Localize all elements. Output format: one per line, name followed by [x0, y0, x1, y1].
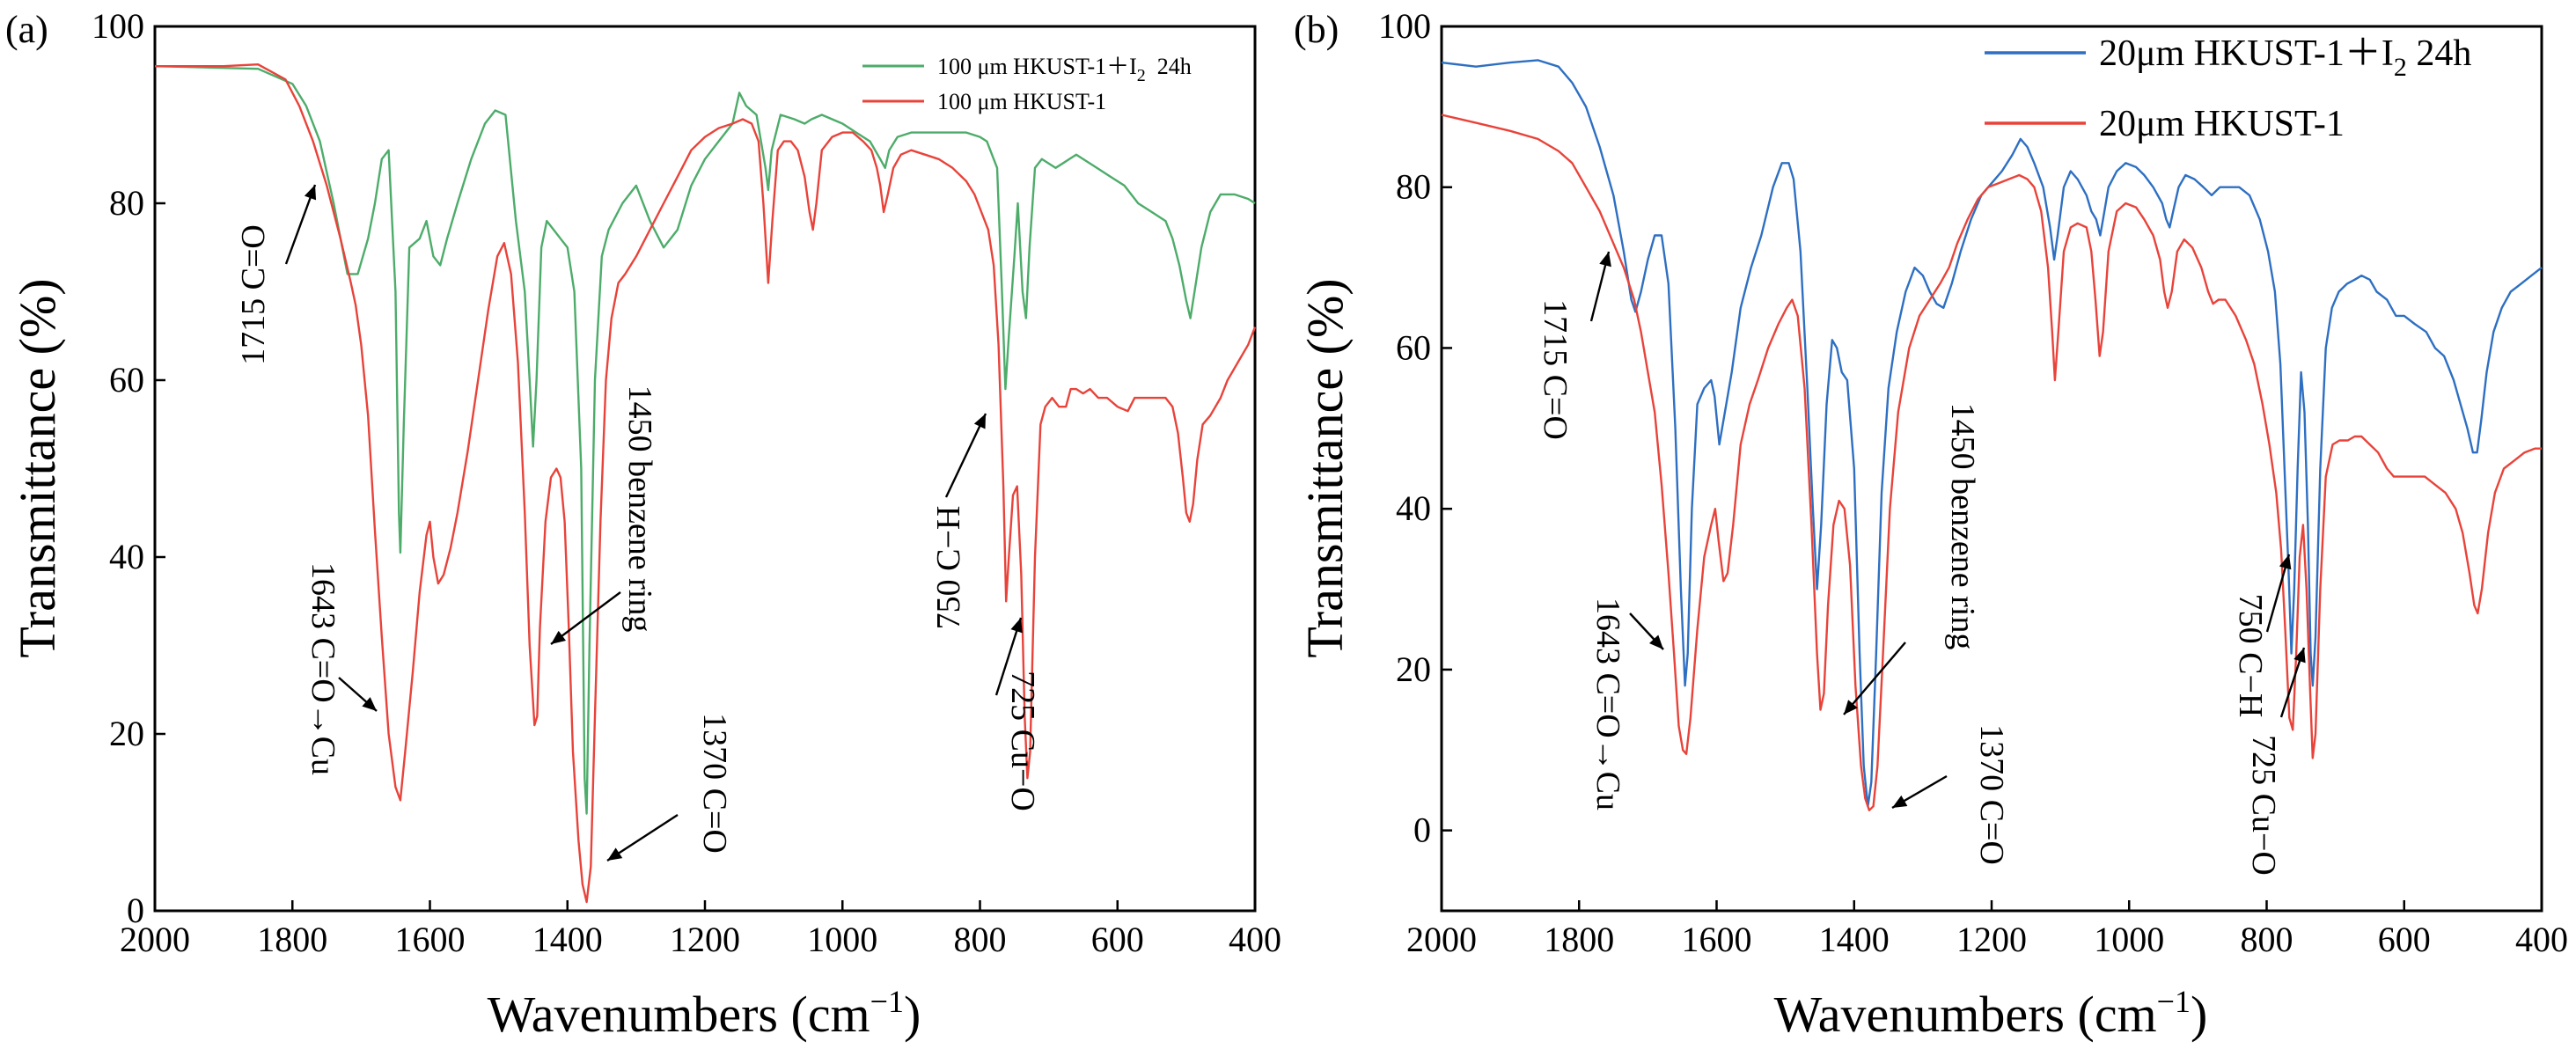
- panel-a-annotation-arrow: [944, 413, 987, 498]
- panel-a-legend-label-1: 100 μm HKUST-1: [937, 89, 1106, 114]
- panel-b-annotation-arrowhead: [1844, 700, 1858, 715]
- panel-a-label: (a): [5, 8, 48, 51]
- panel-b-annotation-arrowhead: [1599, 252, 1611, 268]
- panel-a-annotation-arrowhead: [551, 630, 567, 644]
- panel-a-annotation-arrow: [550, 591, 621, 645]
- panel-a-annotation-label: 1643 C=O→Cu: [305, 562, 341, 775]
- panel-a-x-axis-title-end: ): [904, 986, 921, 1043]
- panel-b-x-tick-label: 1400: [1819, 920, 1890, 959]
- panel-b-annotation-arrowhead: [1648, 634, 1663, 649]
- panel-a-x-tick-label: 1600: [395, 920, 466, 959]
- panel-b-legend-label-0-main: 20μm HKUST-1＋I: [2099, 33, 2394, 74]
- panel-b-legend-label-0-tail: 24h: [2407, 33, 2472, 74]
- panel-a-x-tick-label: 2000: [120, 920, 190, 959]
- panel-b-y-tick-label: 80: [1396, 167, 1431, 207]
- panel-b-x-tick-label: 800: [2241, 920, 2293, 959]
- panel-a-annotation-arrowhead: [304, 185, 317, 201]
- panel-a-annotation-label: 750 C−H: [930, 506, 967, 630]
- panel-a-annotation-label: 725 Cu−O: [1004, 671, 1041, 811]
- panel-b-annotations: 1715 C=O 1643 C=O→Cu 1450 benzene ring 1370…: [1537, 251, 2306, 876]
- panel-a-annotations: 1715 C=O 1643 C=O→Cu 1450 benzene ring 1370…: [235, 184, 1041, 862]
- panel-b-x-tick-label: 1600: [1682, 920, 1752, 959]
- panel-a-x-tick-label: 600: [1091, 920, 1144, 959]
- panel-a-annotation-label: 1450 benzene ring: [621, 385, 658, 633]
- panel-a-y-tick-label: 40: [109, 537, 144, 576]
- panel-a-x-axis-title: Wavenumbers (cm−1): [488, 984, 921, 1043]
- panel-a-x-tick-label: 800: [954, 920, 1007, 959]
- panel-a-x-axis-title-sup: −1: [870, 984, 904, 1019]
- panel-b-annotation-label: 1643 C=O→Cu: [1589, 598, 1626, 810]
- panel-a-y-tick-label: 60: [109, 360, 144, 400]
- panel-a-annotation-arrowhead: [362, 697, 377, 711]
- panel-b-annotation-label: 725 Cu−O: [2245, 735, 2282, 876]
- panel-b-ticks: 2000 1800 1600 1400 1200 1000 800 600 400 0 20 40 60…: [1378, 6, 2568, 959]
- panel-a-legend-label-0-main: 100 μm HKUST-1＋I: [937, 54, 1137, 79]
- panel-a-y-tick-label: 20: [109, 714, 144, 753]
- panel-b-annotation-label: 750 C−H: [2232, 594, 2269, 718]
- panel-b-annotation-arrowhead: [2279, 554, 2292, 570]
- panel-a-legend-label-0-tail: 24h: [1146, 54, 1192, 79]
- panel-b-x-tick-label: 400: [2515, 920, 2568, 959]
- panel-a-y-tick-label: 80: [109, 183, 144, 223]
- panel-b-x-tick-label: 1000: [2094, 920, 2164, 959]
- panel-b-x-axis-title-main: Wavenumbers (cm: [1774, 986, 2157, 1043]
- panel-a-series-line-0: [154, 65, 1256, 815]
- panel-b-y-axis-title: Transmittance (%): [1296, 278, 1354, 657]
- panel-a-annotation-arrowhead: [1010, 618, 1023, 634]
- panel-a-annotation-label: 1370 C=O: [696, 713, 733, 854]
- panel-a: 2000 1800 1600 1400 1200 1000 800 600 400 0 20 40 60…: [5, 6, 1281, 1043]
- panel-a-x-tick-label: 1400: [532, 920, 603, 959]
- panel-b-x-tick-label: 1800: [1544, 920, 1614, 959]
- panel-b-annotation-arrowhead: [2293, 648, 2306, 664]
- panel-a-y-tick-label: 100: [92, 6, 144, 46]
- panel-b-annotation-label: 1370 C=O: [1973, 724, 2010, 865]
- panel-a-x-tick-label: 1200: [670, 920, 740, 959]
- panel-b-annotation-arrowhead: [1892, 795, 1908, 808]
- panel-a-y-axis-title: Transmittance (%): [9, 278, 66, 657]
- panel-b-series: [1441, 59, 2543, 811]
- panel-a-series-line-1: [155, 63, 1257, 904]
- panel-b-y-tick-label: 100: [1378, 6, 1431, 46]
- panel-a-series: [154, 63, 1257, 904]
- panel-b-x-axis-title: Wavenumbers (cm−1): [1774, 984, 2208, 1043]
- panel-b-x-axis-title-end: ): [2191, 986, 2207, 1043]
- panel-a-y-tick-label: 0: [127, 891, 144, 930]
- panel-b-legend-label-0: 20μm HKUST-1＋I2 24h: [2099, 33, 2471, 82]
- panel-b-x-tick-label: 2000: [1406, 920, 1477, 959]
- panel-a-legend-label-0-sub: 2: [1137, 66, 1146, 85]
- panel-a-x-tick-label: 1800: [257, 920, 327, 959]
- panel-b-annotation-label: 1715 C=O: [1537, 299, 1574, 440]
- panel-b-x-tick-label: 1200: [1956, 920, 2027, 959]
- panel-b-series-line-1: [1441, 114, 2542, 811]
- panel-a-annotation-label: 1715 C=O: [235, 224, 272, 365]
- panel-b: 2000 1800 1600 1400 1200 1000 800 600 400 0 20 40 60…: [1294, 6, 2568, 1043]
- panel-b-legend: 20μm HKUST-1＋I2 24h 20μm HKUST-1: [1985, 33, 2471, 144]
- panel-a-legend: 100 μm HKUST-1＋I2 24h 100 μm HKUST-1: [862, 54, 1192, 114]
- panel-a-legend-label-0: 100 μm HKUST-1＋I2 24h: [937, 54, 1192, 85]
- panel-a-x-tick-label: 1000: [807, 920, 877, 959]
- panel-a-annotation-arrowhead: [973, 414, 986, 429]
- panel-b-y-tick-label: 40: [1396, 488, 1431, 528]
- panel-b-y-tick-label: 0: [1413, 810, 1431, 850]
- panel-b-annotation-label: 1450 benzene ring: [1944, 403, 1981, 650]
- panel-a-x-tick-label: 400: [1229, 920, 1281, 959]
- panel-b-legend-label-1: 20μm HKUST-1: [2099, 104, 2345, 144]
- panel-b-series-line-0: [1441, 59, 2543, 808]
- panel-b-label: (b): [1294, 8, 1339, 51]
- panel-a-annotation-arrowhead: [607, 847, 623, 861]
- panel-b-legend-label-0-sub: 2: [2394, 53, 2407, 82]
- panel-b-x-tick-label: 600: [2378, 920, 2431, 959]
- panel-b-y-tick-label: 60: [1396, 327, 1431, 367]
- panel-a-ticks: 2000 1800 1600 1400 1200 1000 800 600 400 0 20 40 60…: [92, 6, 1281, 959]
- panel-b-y-tick-label: 20: [1396, 649, 1431, 689]
- panel-b-annotation-arrow: [1843, 642, 1906, 715]
- panel-b-x-axis-title-sup: −1: [2157, 984, 2191, 1019]
- panel-a-x-axis-title-main: Wavenumbers (cm: [488, 986, 870, 1043]
